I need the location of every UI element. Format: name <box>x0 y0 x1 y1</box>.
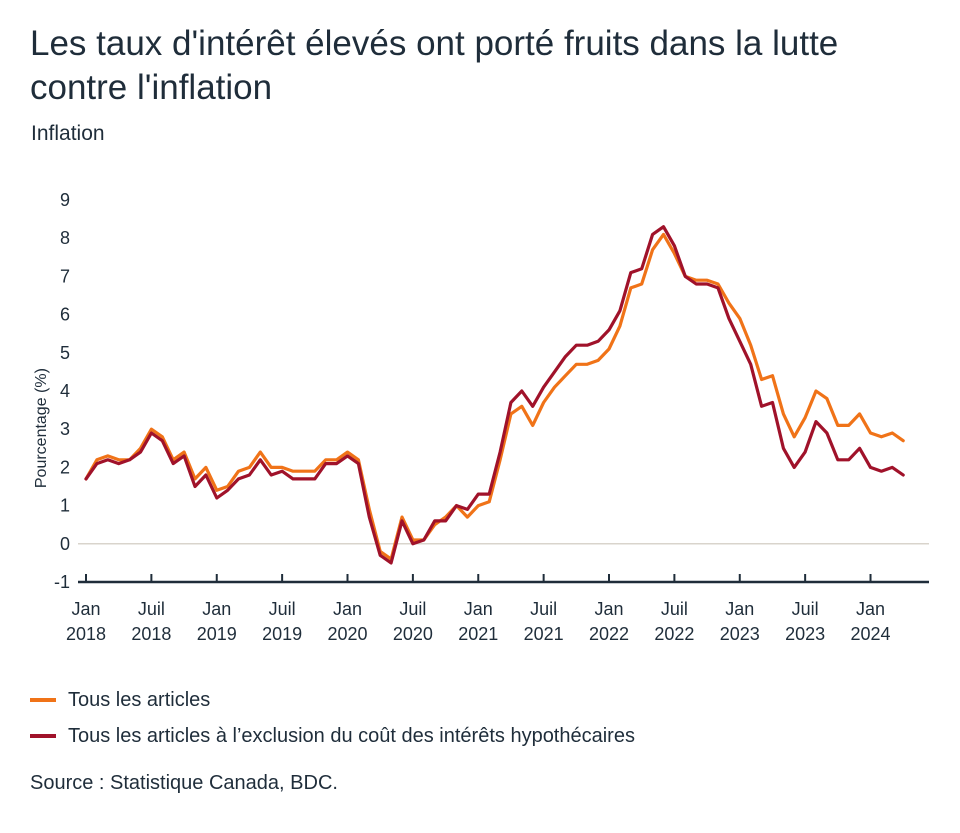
x-axis: Jan 2018 Juil 2018 Jan 2019 Juil 2019 Jan 2020 Jui… <box>66 574 891 644</box>
x-tick-label-line2: 2022 <box>654 624 694 644</box>
series-lines <box>84 225 905 565</box>
x-tick-label-line2: 2021 <box>458 624 498 644</box>
line-chart: -1 0 1 2 3 4 5 6 7 8 9 Pourcentage (%) Jan 2018 Juil… <box>33 190 929 644</box>
y-axis-title: Pourcentage (%) <box>33 368 50 488</box>
x-tick-label-line1: Jan <box>71 599 100 619</box>
chart-title: Les taux d'intérêt élevés ont porté frui… <box>30 24 839 107</box>
x-tick-label-line1: Jan <box>725 599 754 619</box>
y-tick-label: 7 <box>60 266 70 286</box>
y-tick-label: 2 <box>60 457 70 477</box>
y-axis: -1 0 1 2 3 4 5 6 7 8 9 <box>54 190 70 592</box>
x-tick-label-line1: Jan <box>464 599 493 619</box>
legend-label-excl-mortgage: Tous les articles à l’exclusion du coût … <box>68 724 635 747</box>
x-tick-label-line2: 2023 <box>785 624 825 644</box>
y-tick-label: 0 <box>60 534 70 554</box>
x-tick-label-line1: Juil <box>138 599 165 619</box>
y-tick-label: -1 <box>54 572 70 592</box>
y-tick-label: 9 <box>60 190 70 210</box>
x-tick-label-line2: 2024 <box>850 624 890 644</box>
x-tick-label-line2: 2020 <box>327 624 367 644</box>
legend-item-excl-mortgage: Tous les articles à l’exclusion du coût … <box>30 718 635 754</box>
x-tick-label-line1: Jan <box>594 599 623 619</box>
legend: Tous les articles Tous les articles à l’… <box>30 682 635 754</box>
y-tick-label: 3 <box>60 419 70 439</box>
legend-swatch-all-items <box>30 698 56 702</box>
series-line-excl-mortgage <box>84 225 905 565</box>
y-tick-label: 8 <box>60 228 70 248</box>
x-tick-label-line1: Jan <box>856 599 885 619</box>
source-note: Source : Statistique Canada, BDC. <box>30 772 338 794</box>
x-tick-label-line2: 2022 <box>589 624 629 644</box>
x-tick-label-line1: Jan <box>202 599 231 619</box>
x-tick-label-line2: 2019 <box>262 624 302 644</box>
x-tick-label-line1: Juil <box>661 599 688 619</box>
x-tick-label-line2: 2020 <box>393 624 433 644</box>
x-tick-label-line2: 2023 <box>720 624 760 644</box>
y-tick-label: 4 <box>60 381 70 401</box>
x-tick-label-line1: Juil <box>269 599 296 619</box>
chart-subtitle: Inflation <box>31 122 105 145</box>
legend-swatch-excl-mortgage <box>30 734 56 738</box>
legend-label-all-items: Tous les articles <box>68 688 211 711</box>
x-tick-label-line1: Juil <box>792 599 819 619</box>
x-tick-label-line1: Jan <box>333 599 362 619</box>
x-tick-label-line2: 2018 <box>131 624 171 644</box>
y-tick-label: 1 <box>60 496 70 516</box>
x-tick-label-line1: Juil <box>530 599 557 619</box>
x-tick-label-line2: 2018 <box>66 624 106 644</box>
series-line-all-items <box>84 232 905 561</box>
y-tick-label: 5 <box>60 343 70 363</box>
legend-item-all-items: Tous les articles <box>30 682 635 718</box>
x-tick-label-line1: Juil <box>399 599 426 619</box>
x-tick-label-line2: 2021 <box>524 624 564 644</box>
y-tick-label: 6 <box>60 305 70 325</box>
x-tick-label-line2: 2019 <box>197 624 237 644</box>
